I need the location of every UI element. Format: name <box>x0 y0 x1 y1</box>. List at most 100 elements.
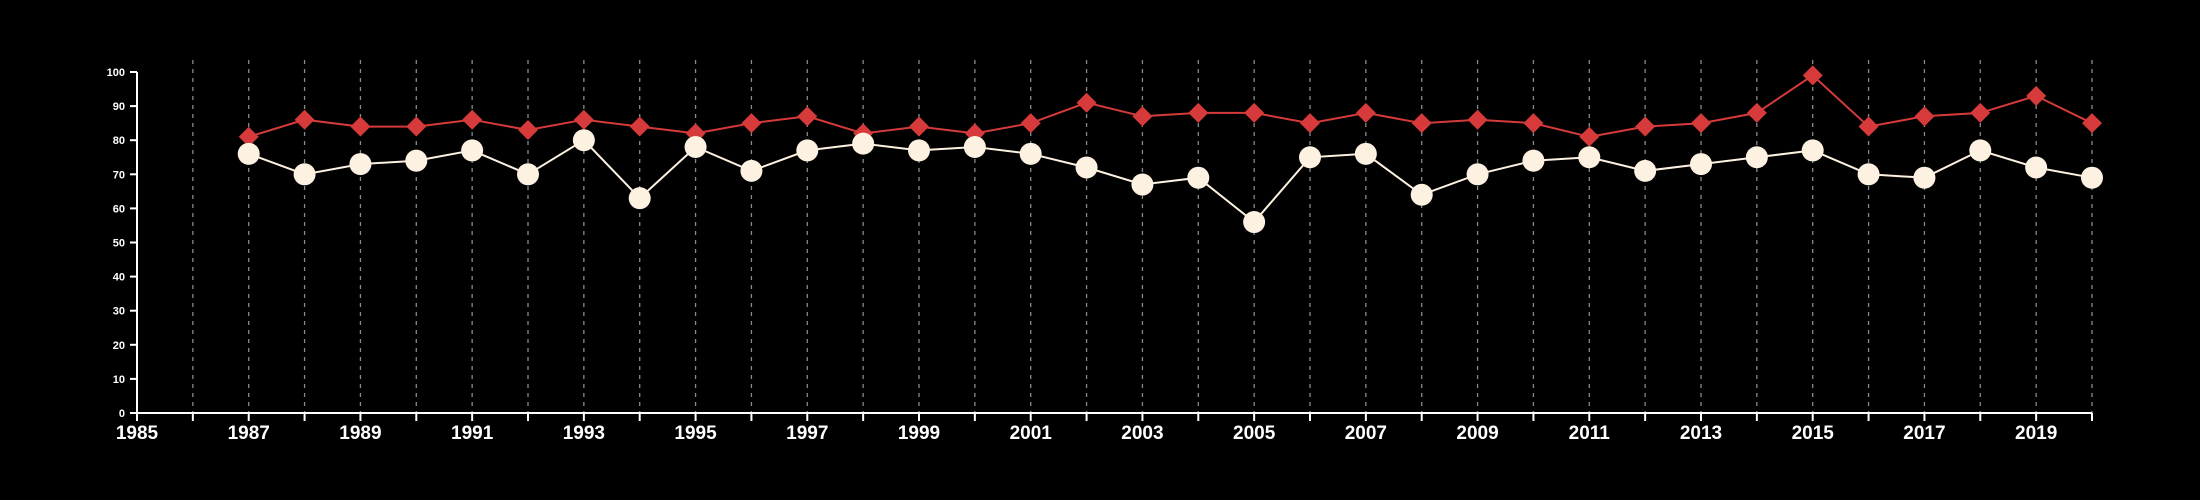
x-tick-label: 1999 <box>898 423 940 444</box>
data-point <box>1522 149 1545 172</box>
x-tick-label: 2011 <box>1569 423 1611 444</box>
y-tick-label: 80 <box>113 135 125 147</box>
data-point <box>1243 211 1266 234</box>
data-point <box>2082 113 2102 134</box>
data-point <box>1690 153 1712 176</box>
y-tick-label: 70 <box>113 169 125 181</box>
y-tick-label: 90 <box>113 101 125 113</box>
data-point <box>1466 163 1489 186</box>
series-1 <box>238 65 2102 147</box>
y-tick-label: 20 <box>113 340 125 352</box>
data-point <box>2081 166 2103 189</box>
data-point <box>740 159 763 182</box>
data-point <box>350 116 371 137</box>
x-tick-label: 2019 <box>2015 423 2057 444</box>
data-point <box>1746 102 1767 123</box>
data-point <box>1467 109 1488 130</box>
data-point <box>1634 159 1657 182</box>
series-line <box>248 138 2093 224</box>
data-point <box>1410 183 1433 206</box>
series-line <box>248 74 2093 138</box>
data-point <box>1914 106 1935 127</box>
x-tick-label: 1997 <box>786 423 828 444</box>
y-tick-label: 50 <box>113 238 125 250</box>
data-point <box>684 136 707 159</box>
data-point <box>1244 102 1265 123</box>
data-point <box>1802 65 1823 86</box>
data-point <box>237 142 260 165</box>
data-point <box>1857 163 1880 186</box>
data-point <box>349 153 372 176</box>
x-tick-label: 1995 <box>674 423 717 444</box>
x-tick-label: 2015 <box>1792 423 1835 444</box>
data-point <box>1132 106 1153 127</box>
data-point <box>405 149 428 172</box>
data-point <box>1801 139 1824 162</box>
data-point <box>572 129 595 152</box>
x-tick-label: 2017 <box>1903 423 1945 444</box>
data-point <box>1188 102 1209 123</box>
x-tick-label: 2013 <box>1680 423 1722 444</box>
x-tick-label: 2001 <box>1010 423 1053 444</box>
data-point <box>909 116 929 137</box>
x-tick-label: 2009 <box>1456 423 1498 444</box>
data-point <box>1970 102 1991 123</box>
y-tick-label: 10 <box>113 374 125 386</box>
data-point <box>1858 116 1879 137</box>
axes: 0 10 20 30 40 50 60 70 80 90 100 1985 1987 1989 1991 19… <box>107 67 2093 444</box>
x-tick-label: 1987 <box>228 423 270 444</box>
x-tick-label: 2003 <box>1121 423 1163 444</box>
data-point <box>1745 146 1768 169</box>
data-point <box>1019 142 1042 165</box>
data-point <box>517 163 539 186</box>
data-point <box>1969 139 1992 162</box>
data-point <box>461 139 484 162</box>
y-tick-label: 100 <box>107 67 125 79</box>
data-point <box>796 139 819 162</box>
y-tick-label: 0 <box>119 408 125 420</box>
data-point <box>294 109 315 130</box>
y-tick-label: 40 <box>113 272 125 284</box>
data-point <box>1913 166 1936 189</box>
data-point <box>1579 126 1600 147</box>
data-point <box>1075 156 1098 179</box>
data-point <box>2025 156 2048 179</box>
data-point <box>797 106 818 127</box>
y-tick-label: 30 <box>113 306 125 318</box>
data-point <box>1020 113 1041 134</box>
data-point <box>238 126 259 147</box>
data-point <box>1300 113 1320 134</box>
x-tick-label: 2005 <box>1233 423 1276 444</box>
data-point <box>1523 113 1544 134</box>
data-point <box>1691 113 1711 134</box>
data-point <box>741 113 762 134</box>
data-point <box>462 109 483 130</box>
data-point <box>2026 85 2047 106</box>
data-point <box>628 187 651 210</box>
data-point <box>1076 92 1097 113</box>
data-point <box>406 116 427 137</box>
series-2 <box>237 129 2103 234</box>
x-tick-label: 1989 <box>339 423 381 444</box>
data-point <box>1635 116 1656 137</box>
data-point <box>908 139 930 162</box>
data-point <box>1299 146 1321 169</box>
data-point <box>518 119 538 140</box>
series <box>237 65 2103 234</box>
x-tick-label: 2007 <box>1345 423 1387 444</box>
data-point <box>1131 173 1154 196</box>
x-tick-label: 1993 <box>563 423 605 444</box>
data-point <box>629 116 650 137</box>
data-point <box>1354 142 1377 165</box>
data-point <box>852 132 875 155</box>
data-point <box>573 109 594 130</box>
data-point <box>1411 113 1432 134</box>
data-point <box>963 136 986 159</box>
x-tick-label: 1991 <box>451 423 494 444</box>
data-point <box>1355 102 1376 123</box>
y-tick-label: 60 <box>113 203 125 215</box>
data-point <box>1187 166 1210 189</box>
data-point <box>293 163 316 186</box>
